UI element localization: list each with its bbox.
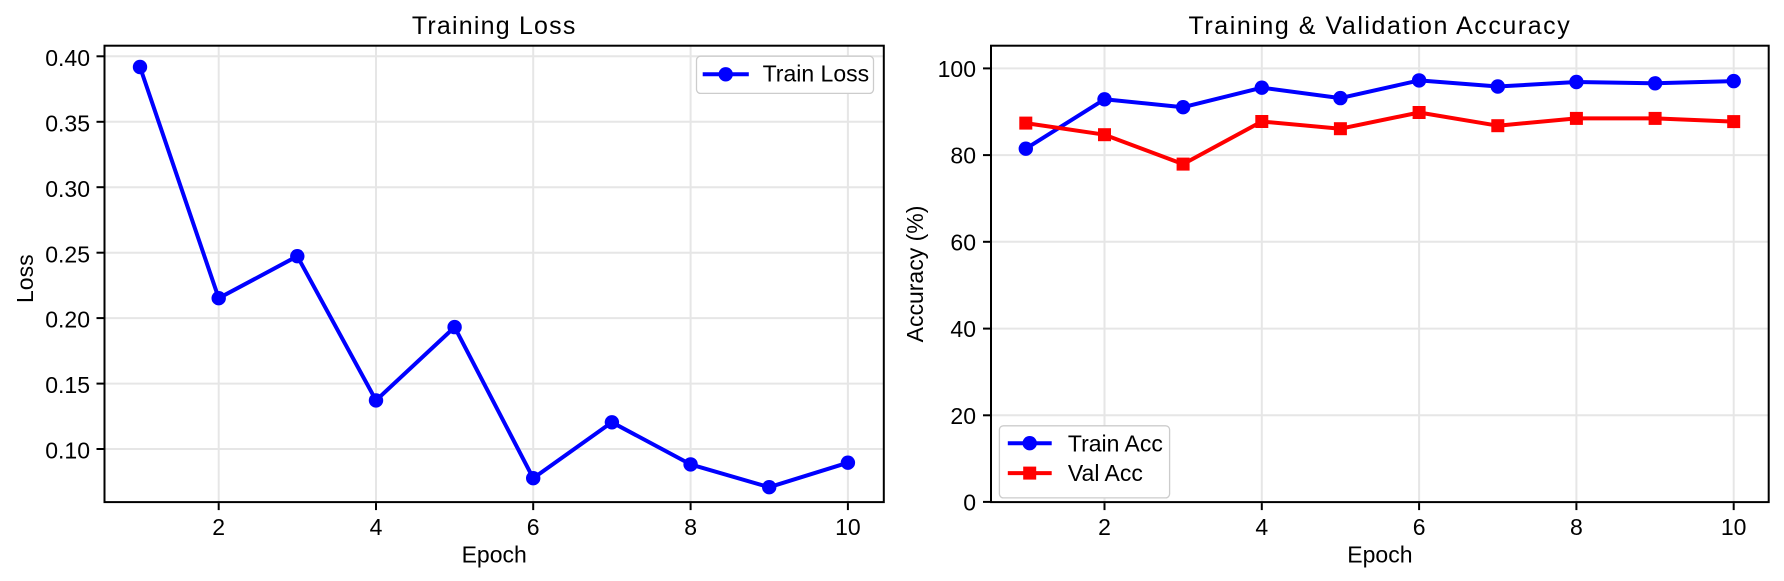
svg-text:0.10: 0.10 bbox=[45, 438, 90, 464]
svg-text:Loss: Loss bbox=[12, 254, 38, 303]
svg-text:40: 40 bbox=[950, 316, 976, 342]
svg-text:Train Loss: Train Loss bbox=[763, 61, 870, 87]
svg-text:Epoch: Epoch bbox=[1347, 542, 1412, 568]
svg-text:Train Acc: Train Acc bbox=[1068, 430, 1163, 456]
svg-text:6: 6 bbox=[1413, 514, 1426, 540]
svg-text:Accuracy (%): Accuracy (%) bbox=[902, 206, 928, 343]
svg-text:10: 10 bbox=[835, 514, 861, 540]
svg-text:6: 6 bbox=[527, 514, 540, 540]
svg-text:0.30: 0.30 bbox=[45, 176, 90, 202]
svg-text:Epoch: Epoch bbox=[462, 542, 527, 568]
svg-text:100: 100 bbox=[938, 56, 976, 82]
svg-text:0.25: 0.25 bbox=[45, 241, 90, 267]
svg-text:Training Loss: Training Loss bbox=[412, 12, 577, 40]
svg-text:0.40: 0.40 bbox=[45, 45, 90, 71]
svg-text:Training & Validation Accuracy: Training & Validation Accuracy bbox=[1189, 12, 1572, 40]
svg-text:10: 10 bbox=[1721, 514, 1747, 540]
svg-text:0.15: 0.15 bbox=[45, 372, 90, 398]
svg-text:0.35: 0.35 bbox=[45, 110, 90, 136]
svg-text:8: 8 bbox=[1570, 514, 1583, 540]
svg-text:60: 60 bbox=[950, 229, 976, 255]
svg-text:4: 4 bbox=[370, 514, 383, 540]
svg-text:8: 8 bbox=[684, 514, 697, 540]
svg-text:2: 2 bbox=[212, 514, 225, 540]
svg-text:4: 4 bbox=[1255, 514, 1268, 540]
svg-text:20: 20 bbox=[950, 403, 976, 429]
svg-text:80: 80 bbox=[950, 143, 976, 169]
svg-text:Val Acc: Val Acc bbox=[1068, 460, 1143, 486]
svg-text:0.20: 0.20 bbox=[45, 307, 90, 333]
svg-text:0: 0 bbox=[963, 490, 976, 516]
svg-text:2: 2 bbox=[1098, 514, 1111, 540]
